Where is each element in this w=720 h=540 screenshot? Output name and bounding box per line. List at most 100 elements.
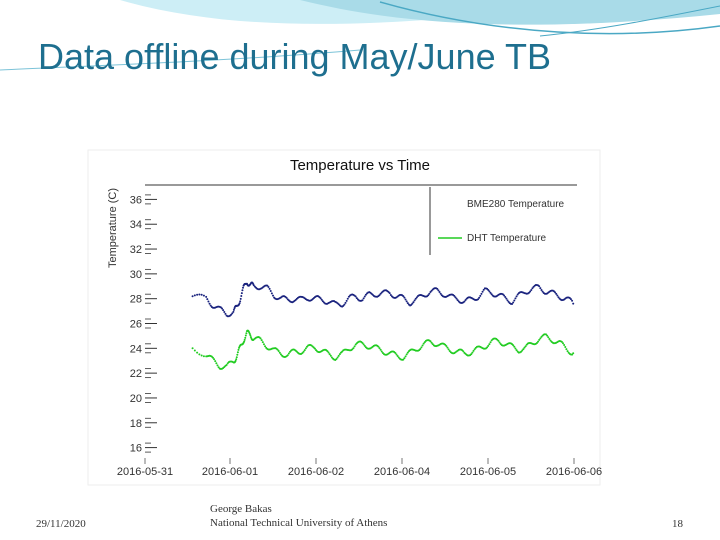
data-point	[421, 344, 424, 347]
data-point	[512, 344, 515, 347]
data-point	[249, 334, 252, 337]
data-point	[530, 288, 533, 291]
data-point	[514, 347, 517, 350]
data-point	[351, 348, 354, 351]
data-point	[379, 292, 382, 295]
data-point	[419, 347, 422, 350]
x-tick: 2016-06-01	[202, 458, 258, 478]
data-point	[244, 334, 247, 337]
y-tick: 24	[130, 343, 157, 355]
data-point	[572, 352, 575, 355]
data-point	[395, 353, 398, 356]
y-tick: 36	[130, 194, 157, 206]
data-point	[243, 338, 246, 341]
data-point	[276, 348, 279, 351]
data-point	[488, 343, 491, 346]
footer-author-block: George Bakas National Technical Universi…	[210, 502, 387, 530]
x-axis: 2016-05-31 2016-06-01 2016-06-02 2016-06-04…	[117, 458, 602, 478]
data-point	[563, 343, 566, 346]
data-point	[353, 345, 356, 348]
data-point	[252, 284, 255, 287]
data-point	[554, 291, 557, 294]
data-point	[205, 295, 208, 298]
data-point	[453, 294, 456, 297]
data-point	[414, 297, 417, 300]
y-tick: 28	[130, 294, 157, 306]
data-point	[516, 293, 519, 296]
data-point	[320, 298, 323, 301]
data-point	[562, 342, 565, 345]
data-point	[304, 347, 307, 350]
data-point	[556, 294, 559, 297]
data-point	[513, 345, 516, 348]
header-wave-decoration	[0, 0, 720, 71]
data-point	[524, 345, 527, 348]
data-point	[478, 296, 481, 299]
data-point	[537, 340, 540, 343]
data-point	[555, 292, 558, 295]
data-point	[481, 290, 484, 293]
data-point	[238, 302, 241, 305]
data-point	[531, 287, 534, 290]
legend-entry-bme280: BME280 Temperature	[467, 199, 565, 210]
data-point	[237, 348, 240, 351]
data-point	[198, 293, 201, 296]
data-point	[571, 299, 574, 302]
data-point	[222, 309, 225, 312]
data-point	[213, 358, 216, 361]
data-point	[191, 295, 194, 298]
data-point	[521, 349, 524, 352]
data-point	[200, 293, 203, 296]
data-point	[538, 338, 541, 341]
y-tick: 32	[130, 244, 157, 256]
y-tick-label: 34	[130, 219, 142, 231]
data-point	[193, 294, 196, 297]
y-tick-label: 18	[130, 418, 142, 430]
data-point	[412, 301, 415, 304]
data-point	[211, 356, 214, 359]
data-point	[268, 287, 271, 290]
data-point	[193, 349, 196, 352]
data-point	[236, 353, 239, 356]
data-point	[489, 341, 492, 344]
data-point	[289, 350, 291, 353]
y-tick: 20	[130, 393, 157, 405]
data-point	[471, 351, 474, 354]
data-point	[214, 360, 217, 363]
data-point	[335, 357, 338, 360]
data-point	[404, 298, 407, 301]
data-point	[402, 358, 405, 361]
data-point	[239, 297, 242, 300]
legend: BME280 Temperature DHT Temperature	[429, 187, 565, 255]
data-point	[269, 290, 272, 293]
data-point	[572, 302, 575, 305]
data-point	[319, 297, 322, 300]
data-point	[327, 351, 330, 354]
data-point	[207, 300, 210, 303]
chart-frame	[87, 149, 601, 486]
data-point	[215, 362, 218, 365]
data-point	[429, 340, 432, 343]
data-point	[489, 291, 492, 294]
y-tick-label: 26	[130, 319, 142, 331]
data-point	[539, 287, 542, 290]
data-point	[200, 354, 203, 357]
data-point	[363, 344, 366, 347]
y-tick-label: 28	[130, 294, 142, 306]
data-point	[464, 299, 467, 302]
data-point	[264, 345, 267, 348]
data-point	[557, 296, 560, 299]
data-point	[428, 292, 431, 295]
data-point	[343, 303, 346, 306]
data-point	[362, 343, 365, 346]
data-point	[548, 337, 551, 340]
data-point	[504, 295, 507, 298]
data-point	[455, 297, 458, 300]
data-point	[427, 294, 430, 297]
data-point	[232, 308, 235, 311]
data-point	[540, 335, 543, 338]
footer-institution: National Technical University of Athens	[210, 517, 388, 529]
data-point	[277, 350, 280, 353]
x-tick: 2016-06-04	[374, 458, 430, 478]
